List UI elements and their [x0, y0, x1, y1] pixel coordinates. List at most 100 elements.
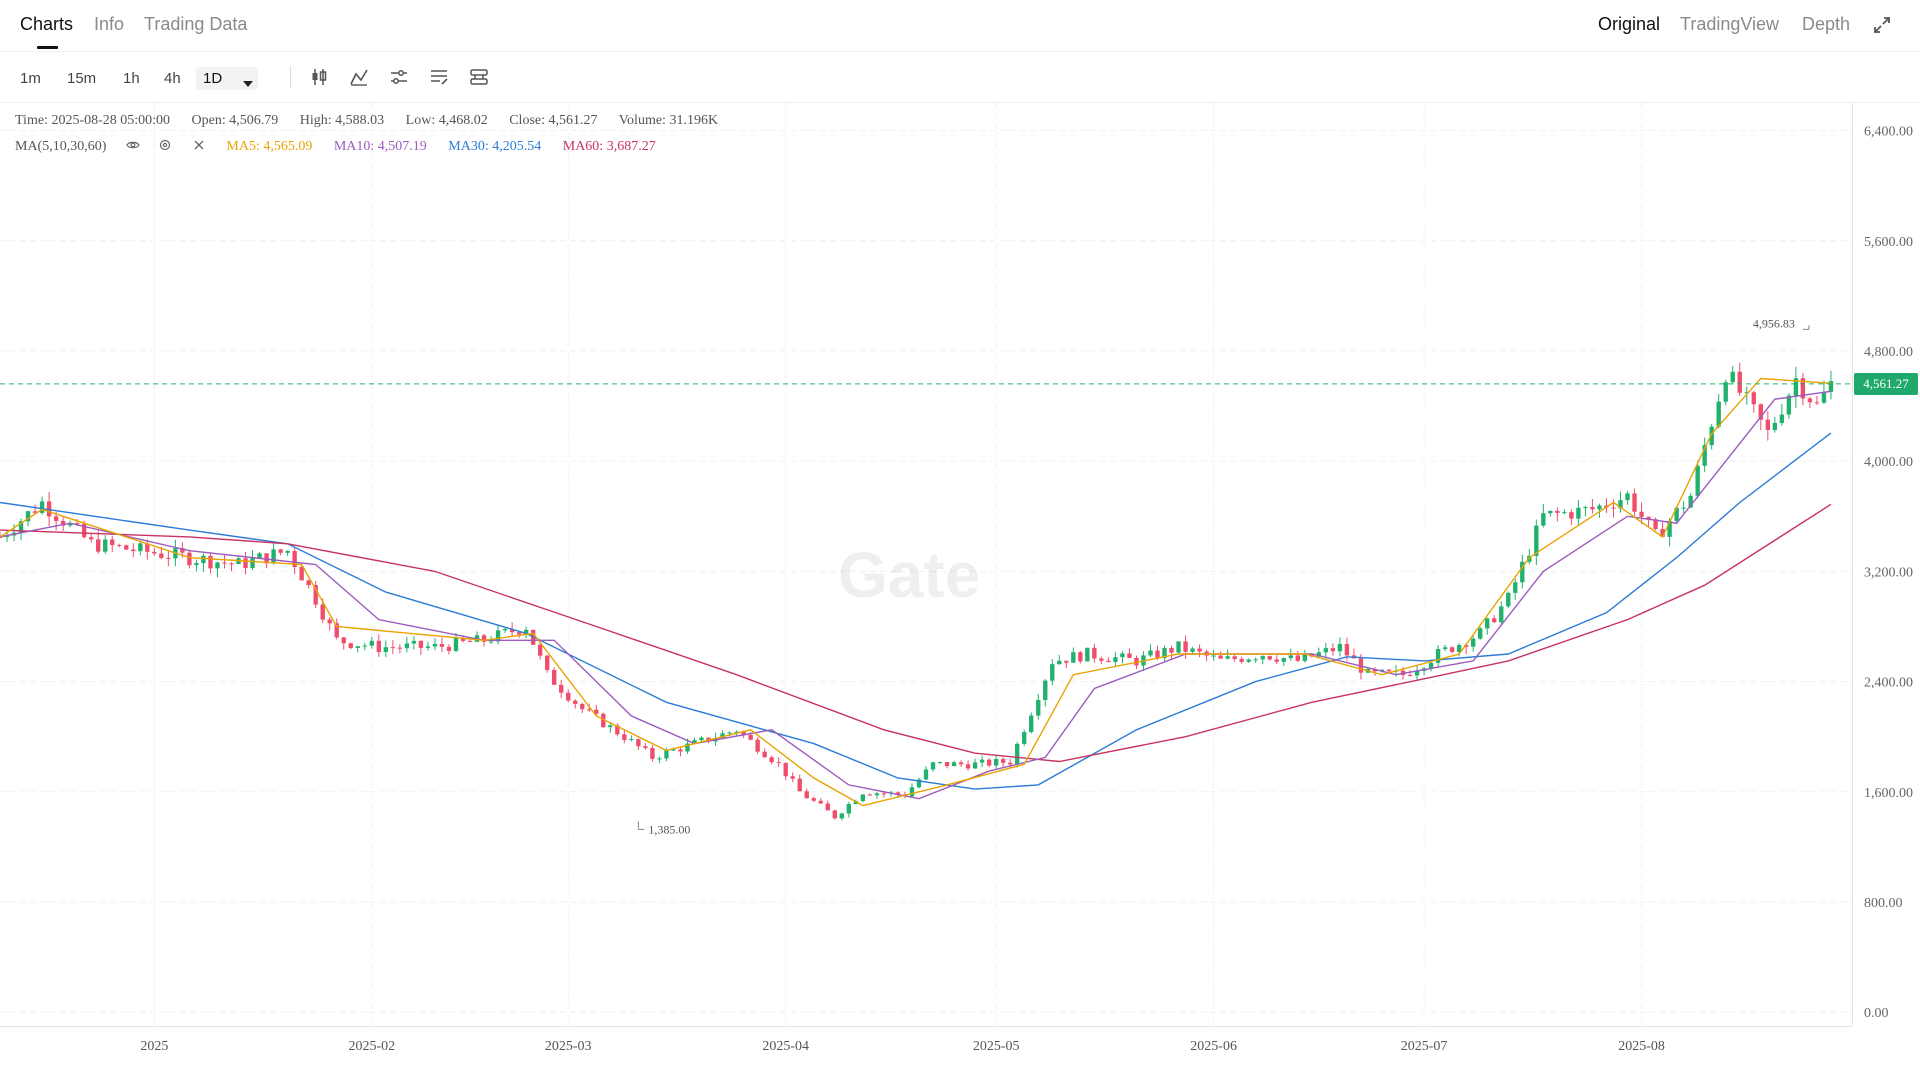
- candle-body: [1449, 647, 1455, 652]
- x-tick-label: 2025-02: [348, 1039, 395, 1054]
- x-tick-label: 2025-06: [1190, 1039, 1237, 1054]
- candle-body: [460, 637, 466, 641]
- candle-body: [1288, 655, 1293, 659]
- candle-body: [1022, 732, 1027, 744]
- candle-body: [187, 552, 192, 566]
- candle-body: [1442, 647, 1448, 650]
- candle-body: [264, 553, 269, 564]
- ma10-line: [0, 390, 1832, 800]
- candle-body: [1611, 507, 1616, 509]
- candle-body: [853, 801, 859, 804]
- candle-body: [909, 787, 915, 797]
- candle-body: [839, 813, 844, 819]
- candle-body: [1414, 670, 1420, 676]
- close-icon[interactable]: [193, 139, 205, 151]
- candle-body: [1807, 398, 1813, 403]
- eye-icon[interactable]: [126, 139, 140, 151]
- candle-body: [369, 640, 374, 646]
- candle-body: [1008, 762, 1013, 765]
- candle-body: [131, 549, 136, 552]
- chevron-down-icon[interactable]: [242, 75, 254, 92]
- candle-body: [1814, 402, 1820, 404]
- candle-body: [1323, 648, 1329, 653]
- candle-body: [930, 762, 936, 770]
- candle-body: [1057, 660, 1062, 665]
- last-price-tag: 4,561.27: [1854, 372, 1918, 395]
- y-tick-label: 5,600.00: [1864, 235, 1913, 250]
- active-tab-indicator: [37, 46, 58, 49]
- candle-body: [439, 643, 445, 647]
- candle-body: [1281, 658, 1286, 662]
- candle-body: [1000, 759, 1006, 763]
- view-tradingview[interactable]: TradingView: [1680, 14, 1780, 34]
- candle-body: [1646, 516, 1651, 520]
- candle-body: [1085, 647, 1090, 662]
- chart-layout-icon[interactable]: [468, 66, 490, 88]
- candle-body: [545, 655, 550, 670]
- candle-body: [1120, 653, 1125, 658]
- interval-1d[interactable]: 1D: [196, 67, 259, 92]
- tab-trading-data[interactable]: Trading Data: [144, 14, 248, 34]
- candle-body: [1758, 404, 1763, 420]
- candle-body: [271, 549, 276, 564]
- candlestick-chart[interactable]: 0.00 800.00 1,600.00 2,400.00 3,200.00 4,000.…: [0, 103, 1920, 1080]
- x-tick-label: 2025-04: [762, 1039, 809, 1054]
- candle-body: [1183, 641, 1188, 652]
- candle-body: [657, 758, 662, 760]
- list-icon[interactable]: [428, 66, 450, 88]
- settings-sliders-icon[interactable]: [388, 66, 410, 88]
- candle-body: [383, 647, 389, 653]
- interval-15m[interactable]: 15m: [67, 70, 97, 87]
- candle-body: [832, 810, 837, 819]
- candle-body: [643, 746, 648, 748]
- candlestick-icon[interactable]: [309, 66, 331, 88]
- candle-body: [1330, 648, 1336, 652]
- candle-body: [566, 692, 571, 701]
- candle-body: [159, 553, 164, 558]
- candle-body: [951, 762, 957, 767]
- candle-body: [1478, 628, 1483, 639]
- candle-body: [1344, 643, 1350, 656]
- view-depth[interactable]: Depth: [1802, 14, 1851, 34]
- candle-body: [1681, 507, 1686, 509]
- interval-1h[interactable]: 1h: [123, 70, 140, 87]
- candle-body: [1092, 647, 1097, 659]
- candle-body: [1800, 378, 1806, 399]
- ma60-value: MA60: 3,687.27: [562, 139, 656, 154]
- tab-charts[interactable]: Charts: [20, 14, 74, 34]
- candle-body: [559, 684, 564, 693]
- candle-body: [1541, 513, 1546, 526]
- interval-1m[interactable]: 1m: [20, 70, 41, 87]
- y-tick-label: 1,600.00: [1864, 786, 1913, 801]
- candle-body: [334, 623, 339, 638]
- fullscreen-icon[interactable]: [1872, 15, 1892, 35]
- candle-body: [208, 555, 213, 569]
- toolbar-divider: [290, 66, 291, 88]
- candle-body: [1709, 426, 1714, 446]
- tab-info[interactable]: Info: [94, 14, 125, 34]
- candle-body: [993, 759, 999, 766]
- candle-body: [229, 563, 234, 565]
- interval-1d-label: 1D: [203, 70, 223, 87]
- candle-body: [895, 792, 901, 795]
- interval-4h[interactable]: 4h: [164, 70, 181, 87]
- candle-body: [446, 646, 452, 651]
- candle-body: [790, 776, 795, 779]
- candle-body: [376, 640, 381, 653]
- candle-body: [1471, 638, 1476, 647]
- candle-body: [166, 557, 171, 559]
- candle-body: [783, 762, 788, 777]
- gear-icon[interactable]: [159, 139, 171, 151]
- candle-body: [257, 553, 262, 559]
- candle-body: [958, 762, 964, 765]
- indicator-icon[interactable]: [348, 66, 370, 88]
- candle-body: [1232, 656, 1237, 660]
- candle-body: [1337, 643, 1343, 652]
- candle-body: [1639, 511, 1644, 517]
- view-original[interactable]: Original: [1598, 14, 1661, 34]
- chart-toolbar: 1m 15m 1h 4h 1D: [0, 52, 1920, 103]
- candle-body: [1576, 507, 1581, 519]
- candle-body: [825, 803, 830, 811]
- top-bar: Charts Info Trading Data Original Tradin…: [0, 0, 1920, 52]
- price-chart[interactable]: 0.00 800.00 1,600.00 2,400.00 3,200.00 4,000.…: [0, 103, 1920, 1080]
